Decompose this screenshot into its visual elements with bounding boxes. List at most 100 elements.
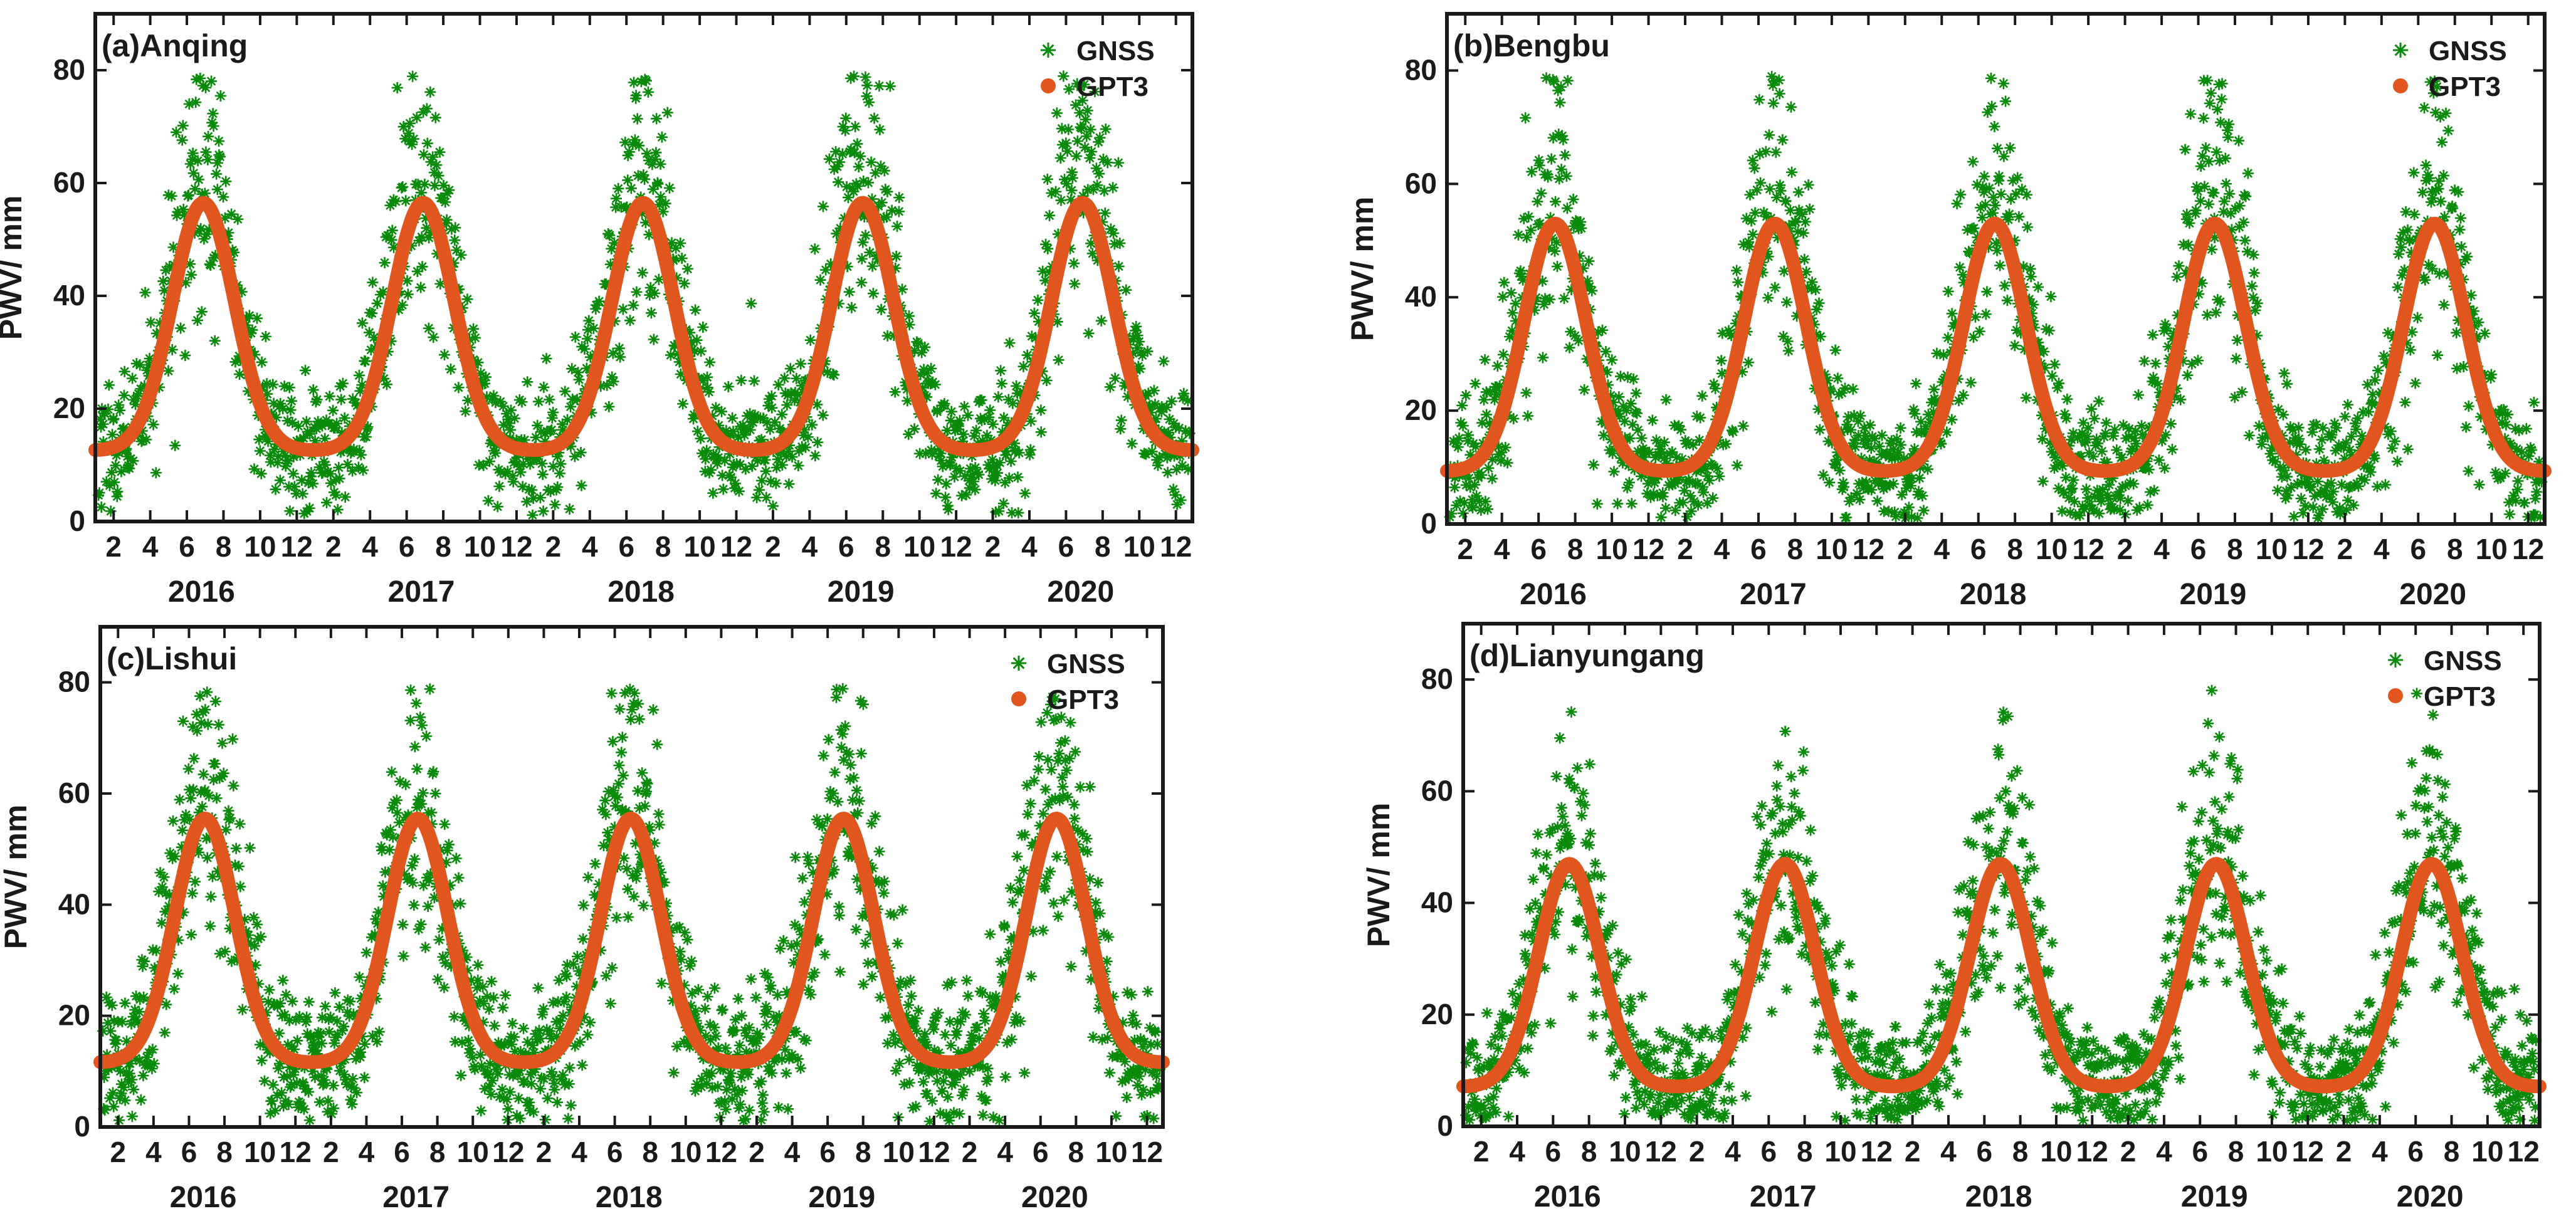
gnss-point (191, 708, 202, 720)
gnss-point (518, 1022, 530, 1034)
gnss-point (1869, 432, 1881, 444)
x-tick-label: 8 (216, 530, 232, 563)
gnss-point (1851, 488, 1863, 500)
gnss-point (870, 810, 881, 822)
gnss-point (2197, 150, 2209, 162)
gnss-point (1048, 898, 1059, 909)
gnss-point (1019, 1067, 1031, 1079)
gnss-point (397, 950, 409, 962)
gnss-point (367, 276, 379, 288)
gnss-point (1095, 315, 1107, 327)
gnss-point (896, 283, 908, 295)
gnss-point (283, 1061, 295, 1073)
gnss-point (1753, 94, 1765, 106)
gnss-point (2518, 497, 2530, 509)
gpt3-curve (93, 811, 1170, 1069)
gnss-point (1513, 229, 1524, 241)
gnss-point (1621, 482, 1633, 494)
gnss-point (1501, 1013, 1513, 1025)
gnss-point (712, 451, 724, 463)
gnss-point (214, 90, 226, 102)
gnss-point (940, 478, 952, 490)
gnss-point (2203, 155, 2215, 167)
gnss-point (678, 1035, 690, 1047)
gnss-point (560, 991, 572, 1003)
gnss-point (1545, 1017, 1557, 1029)
gnss-point (865, 929, 876, 941)
gnss-point (2463, 401, 2474, 412)
gnss-point (345, 1081, 357, 1093)
gnss-point (1013, 447, 1025, 459)
gnss-point (208, 120, 219, 132)
gnss-point (1142, 986, 1154, 998)
gnss-point (2115, 493, 2127, 505)
gnss-point (712, 1042, 724, 1054)
gnss-point (609, 790, 621, 802)
gnss-point (1532, 196, 1543, 207)
gnss-point (1103, 931, 1115, 943)
gnss-point (733, 1103, 745, 1114)
x-tick-label: 6 (1750, 533, 1767, 565)
gnss-point (896, 904, 908, 916)
gnss-point (1491, 1082, 1503, 1094)
gnss-point (126, 1074, 138, 1086)
gnss-point (1146, 446, 1158, 458)
gnss-point (2266, 442, 2278, 454)
gnss-point (1046, 764, 1058, 775)
gnss-point (256, 1054, 268, 1066)
gnss-point (188, 753, 200, 765)
gnss-point (1532, 829, 1544, 841)
gnss-point (940, 1067, 952, 1079)
gnss-point (1482, 1094, 1494, 1106)
gnss-point (1738, 238, 1750, 250)
gnss-point (348, 1082, 360, 1094)
gnss-point (2026, 307, 2037, 319)
gnss-point (2460, 421, 2472, 433)
gnss-point (1487, 1101, 1499, 1113)
gnss-point (187, 721, 199, 733)
gnss-point (2427, 192, 2439, 204)
gnss-point (1520, 387, 1532, 399)
gnss-point (905, 990, 917, 1002)
gnss-point (848, 772, 860, 783)
gnss-point (2182, 239, 2194, 251)
gnss-point (1071, 150, 1083, 162)
gnss-point (341, 1078, 353, 1090)
gnss-point (547, 406, 559, 418)
gnss-point (1636, 432, 1648, 444)
gnss-point (1708, 378, 1720, 390)
gnss-point (126, 1111, 138, 1123)
gnss-point (415, 281, 427, 293)
gnss-point (1008, 437, 1020, 449)
gnss-point (2091, 485, 2103, 496)
gnss-point (112, 486, 124, 498)
gnss-point (1182, 463, 1194, 475)
gnss-point (1148, 1113, 1160, 1124)
gnss-point (184, 258, 196, 270)
gnss-point (177, 120, 189, 132)
legend-gnss-label: GNSS (1076, 36, 1155, 66)
gnss-point (1123, 1072, 1135, 1084)
gnss-point (1918, 505, 1930, 516)
gnss-point (597, 804, 609, 815)
gnss-point (1544, 827, 1556, 839)
gnss-point (975, 394, 987, 406)
gnss-point (671, 1040, 683, 1052)
gnss-point (183, 98, 195, 110)
gnss-point (121, 1035, 133, 1047)
gnss-point (292, 420, 304, 432)
gnss-point (762, 972, 774, 983)
gnss-point (533, 1025, 545, 1037)
gnss-point (933, 1047, 945, 1059)
y-tick-label: 40 (58, 888, 90, 920)
gnss-point (986, 1000, 997, 1012)
gnss-point (434, 278, 446, 290)
gnss-point (993, 505, 1005, 517)
gnss-point (553, 447, 565, 459)
gnss-point (187, 167, 199, 179)
gnss-point (612, 182, 624, 194)
gnss-point (1464, 449, 1476, 461)
gnss-point (694, 1024, 706, 1036)
gnss-point (747, 416, 759, 428)
gnss-point (1100, 123, 1112, 135)
